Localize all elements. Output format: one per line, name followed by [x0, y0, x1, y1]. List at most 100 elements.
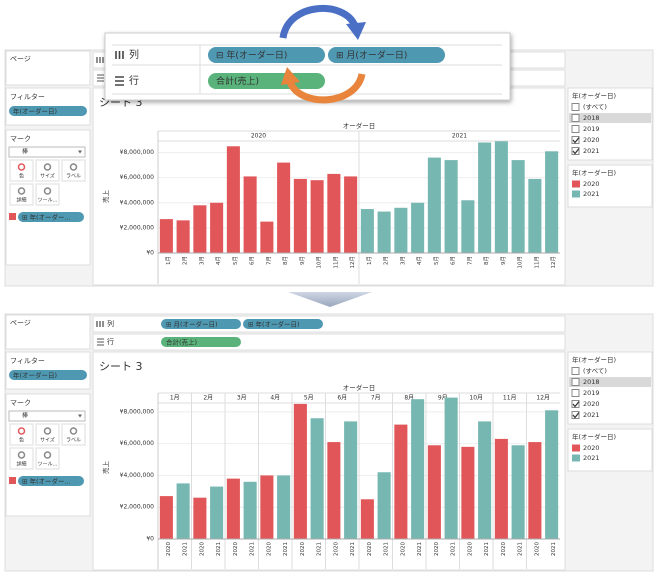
mark-type-dropdown[interactable]	[8, 146, 86, 158]
y-tick-label: ¥4,000,000	[120, 199, 155, 206]
filter-item: 2020	[583, 136, 600, 144]
x-axis-title: オーダー日	[343, 383, 376, 392]
filter-title: フィルター	[10, 356, 45, 365]
x-tick-label: 2021	[384, 542, 390, 556]
swap-arrowhead	[346, 22, 366, 40]
filter-pill[interactable]	[9, 106, 87, 116]
mark-button-icon	[17, 187, 26, 195]
shelf-pill[interactable]	[208, 47, 325, 63]
filter-card-title: 年(オーダー日)	[572, 355, 616, 364]
y-tick-label: ¥6,000,000	[120, 440, 155, 447]
checkbox[interactable]	[571, 378, 580, 386]
bar	[226, 478, 240, 539]
column-header: 2021	[452, 133, 467, 140]
dropdown-arrow	[78, 414, 82, 418]
checkbox[interactable]	[571, 367, 580, 375]
x-tick-label: 2020	[367, 542, 373, 556]
legend-title: 年(オーダー日)	[572, 432, 616, 441]
x-tick-label: 11月	[533, 256, 540, 269]
x-tick-label: 2月	[182, 256, 189, 265]
y-axis-title: 売上	[101, 461, 110, 475]
x-tick-label: 6月	[249, 256, 256, 265]
checkbox[interactable]	[571, 114, 580, 122]
checkbox[interactable]	[571, 411, 580, 419]
dropdown-arrow	[78, 150, 82, 154]
shelf-label: 行	[107, 337, 114, 346]
checkmark	[572, 148, 580, 155]
legend-label: 2021	[583, 190, 600, 198]
y-tick-label: ¥8,000,000	[120, 408, 155, 415]
shelf-label: 列	[129, 48, 139, 61]
y-tick-label: ¥0	[146, 536, 154, 543]
bar	[478, 142, 492, 253]
shelf-pill-text: ⊞ 月(オーダー日)	[166, 320, 218, 329]
mark-button-icon	[43, 451, 52, 459]
bar	[377, 211, 391, 253]
checkbox[interactable]	[571, 147, 580, 155]
bar	[528, 178, 542, 253]
bar	[478, 421, 492, 539]
x-tick-label: 2020	[467, 542, 473, 556]
swap-arrowhead	[281, 67, 300, 85]
mark-pill-text: ⊞ 年(オーダー...	[22, 213, 71, 222]
shelf-pill[interactable]	[208, 73, 325, 89]
bar	[327, 442, 341, 539]
bar	[159, 219, 173, 253]
x-tick-label: 3月	[399, 256, 406, 265]
column-header: 6月	[337, 395, 347, 402]
x-tick-label: 4月	[215, 256, 222, 265]
bar	[210, 202, 224, 253]
mark-type-dropdown[interactable]	[8, 410, 86, 422]
filter-pill[interactable]	[9, 370, 87, 380]
column-header: 11月	[503, 395, 517, 402]
transition-arrow	[288, 292, 372, 307]
selected-row	[569, 113, 651, 123]
x-tick-label: 1月	[366, 256, 373, 265]
bar	[226, 146, 240, 253]
x-tick-label: 2月	[383, 256, 390, 265]
column-header: 2020	[251, 133, 266, 140]
bar	[394, 424, 408, 539]
mark-button-icon	[69, 427, 78, 435]
x-tick-label: 11月	[332, 256, 339, 269]
sheet-title: シート 3	[99, 360, 143, 373]
x-tick-label: 7月	[466, 256, 473, 265]
bar	[394, 207, 408, 253]
shelf-pill[interactable]	[161, 319, 241, 329]
checkbox[interactable]	[571, 400, 580, 408]
shelf-pill[interactable]	[328, 47, 445, 63]
bar	[344, 421, 358, 539]
filter-card	[567, 87, 653, 161]
x-tick-label: 7月	[265, 256, 272, 265]
x-tick-label: 2021	[551, 542, 557, 556]
filter-card	[567, 351, 653, 425]
mark-button-label: サイズ	[40, 173, 55, 180]
checkmark	[572, 401, 580, 408]
bar	[444, 160, 458, 253]
bar	[344, 176, 358, 253]
legend-label: 2020	[583, 444, 600, 452]
bar	[494, 438, 508, 539]
column-header: 5月	[304, 395, 314, 402]
column-header: 9月	[438, 395, 448, 402]
mark-pill[interactable]	[18, 476, 84, 486]
checkbox[interactable]	[571, 136, 580, 144]
checkbox[interactable]	[571, 103, 580, 111]
checkbox[interactable]	[571, 125, 580, 133]
y-axis-title: 売上	[101, 190, 110, 204]
checkbox[interactable]	[571, 389, 580, 397]
bar	[494, 141, 508, 253]
column-header: 4月	[270, 395, 280, 402]
mark-pill[interactable]	[18, 212, 84, 222]
x-tick-label: 2020	[501, 542, 507, 556]
bar	[277, 162, 291, 253]
marks-title: マーク	[10, 135, 31, 143]
bar	[193, 497, 207, 539]
bar	[377, 472, 391, 539]
filter-item: 2018	[583, 114, 600, 122]
shelf-pill[interactable]	[161, 337, 241, 347]
sidebar-card	[5, 50, 91, 86]
shelf-pill[interactable]	[243, 319, 323, 329]
mark-type: 棒	[22, 148, 28, 156]
bar	[411, 202, 425, 253]
